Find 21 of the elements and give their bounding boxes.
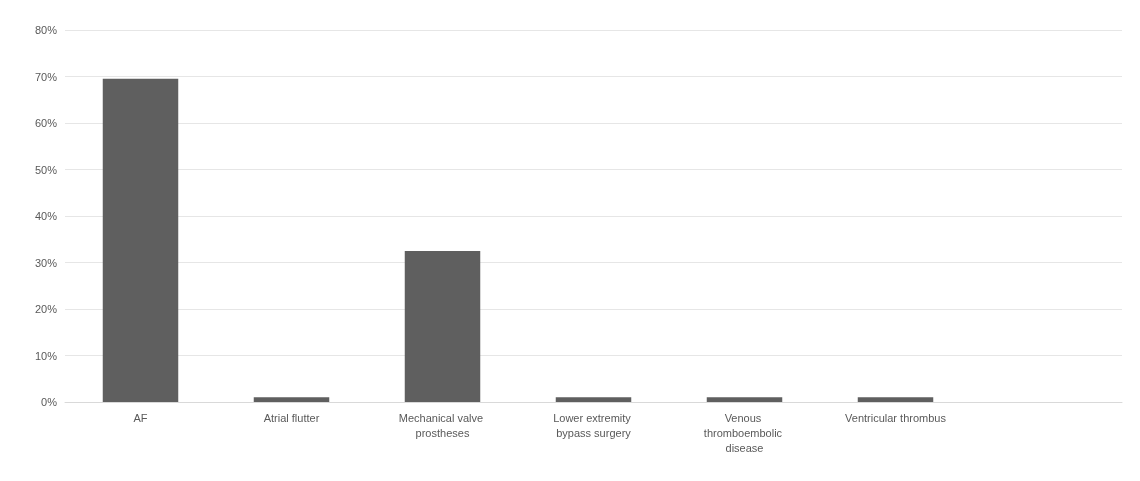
y-tick-label: 80% [34,24,58,36]
bar [555,397,632,402]
x-tick-label: Mechanical valve prostheses [398,411,487,439]
y-tick-label: 10% [34,349,58,362]
bar [253,397,330,402]
x-tick-label: Atrial flutter [263,411,320,424]
y-tick-label: 70% [34,70,58,83]
y-tick-label: 50% [34,163,58,176]
x-tick-label: Lower extremity bypass surgery [553,411,634,439]
y-tick-label: 30% [34,256,58,269]
x-tick-label: AF [133,411,148,424]
y-tick-label: 20% [34,303,58,315]
y-tick-label: 40% [34,210,58,222]
bar [857,397,934,402]
y-tick-label: 60% [34,117,58,129]
x-tick-label: Venous thromboembolic disease [703,411,786,454]
y-tick-label: 0% [41,396,58,408]
bar [404,250,481,402]
bar [102,78,179,402]
x-tick-label: Ventricular thrombus [845,411,947,424]
bar [706,397,783,402]
